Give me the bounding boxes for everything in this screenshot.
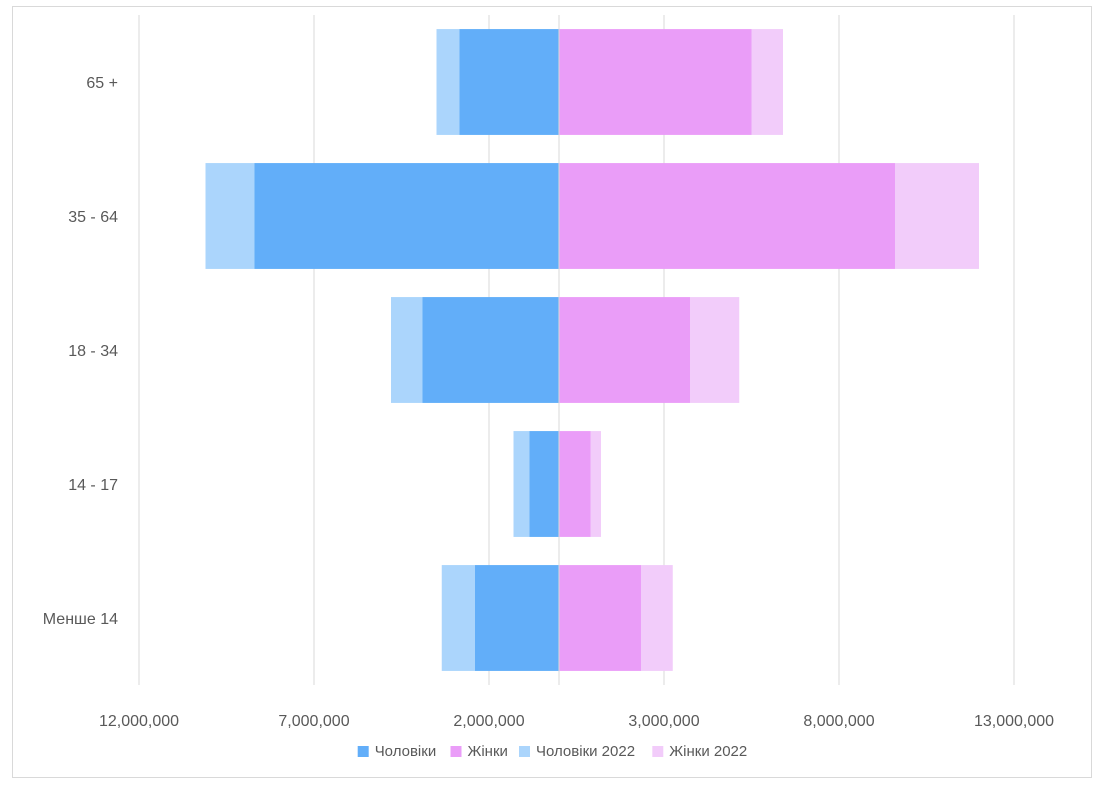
bar-2-4 <box>559 431 591 537</box>
bar-1-1 <box>459 29 559 135</box>
axes: 12,000,000 7,000,000 2,000,000 3,000,000 8,0… <box>43 15 1054 730</box>
y-tick-label-2: 35 - 64 <box>68 209 118 226</box>
bars <box>205 29 979 671</box>
y-tick-label-4: 14 - 17 <box>68 477 118 494</box>
bar-1-2 <box>254 163 559 269</box>
y-tick-label-1: 65 + <box>86 75 118 92</box>
bar-2-2 <box>559 163 895 269</box>
legend-swatch-2 <box>450 746 462 757</box>
bar-4-2 <box>895 163 979 269</box>
bar-4-3 <box>690 297 740 403</box>
legend-swatch-4 <box>652 746 664 757</box>
bar-2-1 <box>559 29 752 135</box>
bar-3-2 <box>205 163 255 269</box>
bar-3-4 <box>513 431 530 537</box>
bar-2-3 <box>559 297 691 403</box>
bar-3-5 <box>441 565 475 671</box>
bar-1-3 <box>422 297 559 403</box>
x-tick-label-0: 12,000,000 <box>99 713 179 730</box>
legend-label-1: Чоловіки <box>375 743 437 760</box>
x-tick-label-3: 3,000,000 <box>628 713 699 730</box>
y-tick-label-3: 18 - 34 <box>68 343 118 360</box>
bar-3-1 <box>436 29 460 135</box>
legend-swatch-1 <box>357 746 369 757</box>
legend-label-4: Жінки 2022 <box>669 743 747 760</box>
bar-3-3 <box>391 297 423 403</box>
y-tick-label-5: Менше 14 <box>43 611 118 628</box>
x-tick-label-5: 13,000,000 <box>974 713 1054 730</box>
bar-1-5 <box>475 565 559 671</box>
legend-label-2: Жінки <box>468 743 508 760</box>
bar-4-1 <box>751 29 783 135</box>
x-tick-label-1: 7,000,000 <box>278 713 349 730</box>
legend-label-3: Чоловіки 2022 <box>536 743 635 760</box>
bar-1-4 <box>529 431 559 537</box>
legend-swatch-3 <box>519 746 530 757</box>
x-tick-label-4: 8,000,000 <box>803 713 874 730</box>
bar-2-5 <box>559 565 642 671</box>
bar-4-5 <box>641 565 673 671</box>
legend: Чоловіки Жінки Чоловіки 2022 Жінки 2022 <box>357 743 747 760</box>
x-tick-label-2: 2,000,000 <box>453 713 524 730</box>
bar-4-4 <box>590 431 601 537</box>
